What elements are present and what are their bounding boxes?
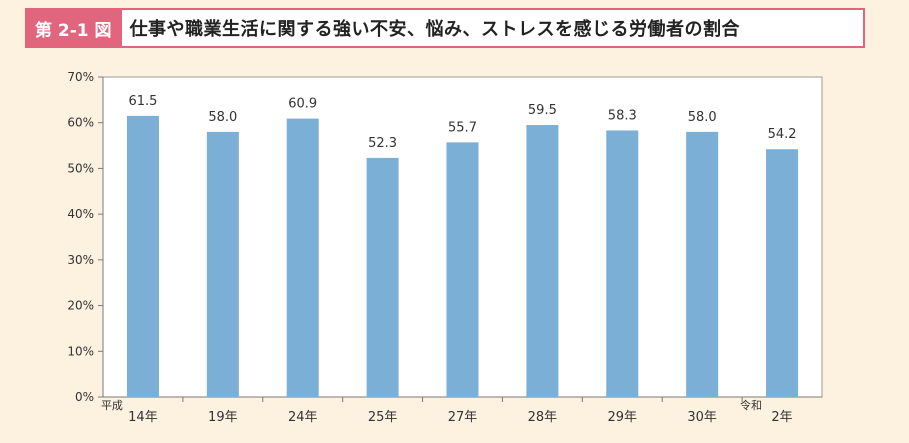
figure-title: 仕事や職業生活に関する強い不安、悩み、ストレスを感じる労働者の割合 [129,19,741,40]
y-tick-label: 20% [67,299,94,313]
figure-number: 第 2-1 図 [27,10,122,46]
y-tick-label: 70% [67,70,94,84]
x-tick-label: 30年 [687,410,717,425]
x-tick-label: 19年 [208,410,238,425]
bar-value-label: 54.2 [768,127,797,142]
x-tick-label: 24年 [288,410,318,425]
x-tick-label: 25年 [368,410,398,425]
bar-value-label: 58.0 [688,110,717,125]
x-tick-label: 28年 [528,410,558,425]
era-label: 平成 [101,399,123,412]
bar [366,157,399,397]
y-tick-label: 10% [67,344,94,358]
bar-value-label: 55.7 [448,120,477,135]
y-tick-label: 60% [67,116,94,130]
bar [446,142,479,397]
bar-value-label: 60.9 [288,97,317,112]
y-tick-label: 40% [67,207,94,221]
bar [206,131,239,397]
bar [526,125,559,397]
bar-value-label: 52.3 [368,136,397,151]
y-tick-label: 0% [75,390,94,404]
bar-value-label: 59.5 [528,103,557,118]
bar [606,130,639,397]
figure-title-bar: 第 2-1 図 仕事や職業生活に関する強い不安、悩み、ストレスを感じる労働者の割… [25,8,865,48]
bar [766,149,799,397]
y-tick-label: 30% [67,253,94,267]
chart-area: 0% 10% 20% 30% 40% 50% 60% 70% 61.5 14年 58.0 19年 60.… [40,62,900,437]
bar-value-label: 61.5 [128,94,157,109]
y-tick-label: 50% [67,161,94,175]
x-tick-label: 14年 [128,410,158,425]
bar [286,118,319,397]
bar-value-label: 58.3 [608,108,637,123]
bar-chart: 0% 10% 20% 30% 40% 50% 60% 70% 61.5 14年 58.0 19年 60.… [67,70,823,425]
bar [126,115,159,397]
x-tick-label: 29年 [608,410,638,425]
bar-value-label: 58.0 [208,110,237,125]
x-tick-label: 2年 [771,410,792,425]
era-label: 令和 [740,398,762,412]
x-tick-label: 27年 [448,410,478,425]
bar [686,131,719,397]
